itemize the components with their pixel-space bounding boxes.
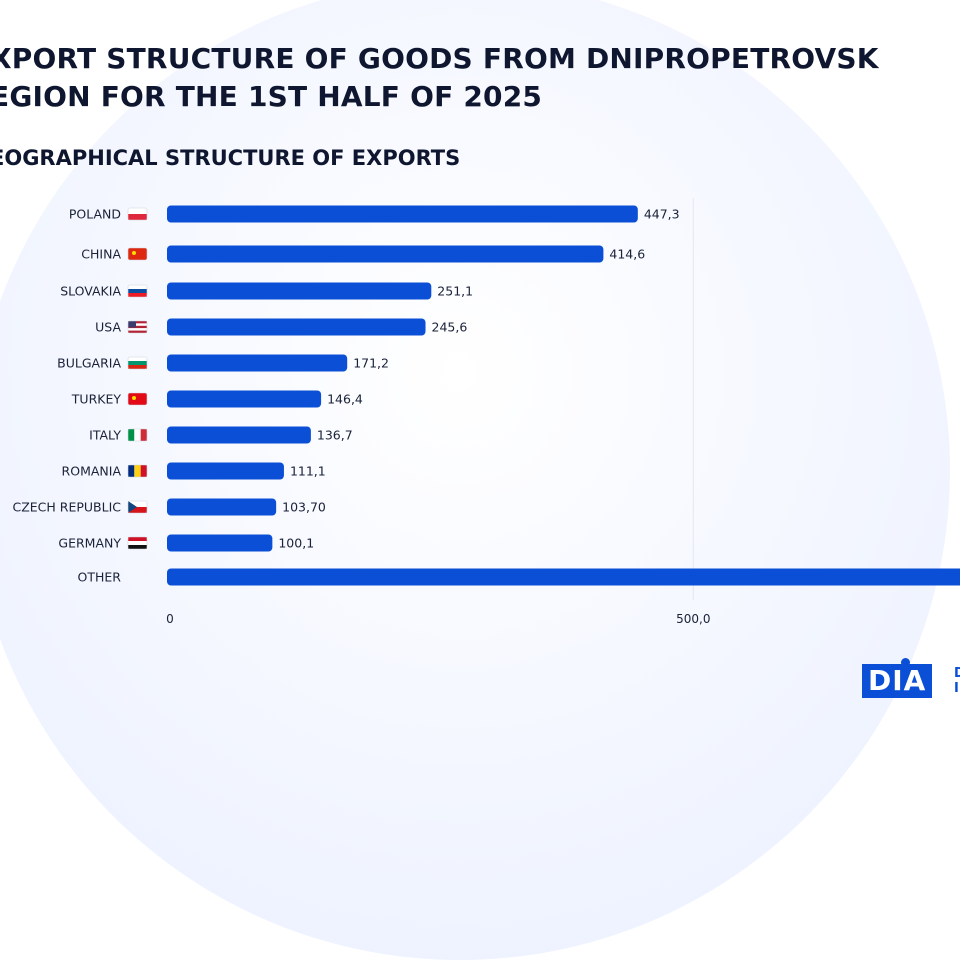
x-tick-label: 0 [166, 612, 174, 626]
flag-italy-icon [127, 428, 148, 442]
flag-slovakia-icon [127, 284, 148, 298]
category-label: USA [95, 320, 121, 335]
bar [167, 282, 432, 300]
category-label: SLOVAKIA [60, 284, 121, 299]
flag-germany-icon [127, 536, 148, 550]
category-label: CZECH REPUBLIC [12, 500, 121, 515]
value-label: 251,1 [437, 284, 473, 299]
value-label: 245,6 [432, 320, 468, 335]
logo-text: DIA [862, 664, 933, 698]
value-label: 103,70 [282, 500, 326, 515]
value-label: 111,1 [290, 464, 326, 479]
bar [167, 245, 604, 263]
value-label: 100,1 [278, 536, 314, 551]
flag-china-icon [127, 247, 148, 261]
bar [167, 205, 638, 223]
bar [167, 426, 311, 444]
category-label: POLAND [69, 207, 121, 222]
logo-side-text: D IN [954, 666, 960, 696]
value-label: 136,7 [317, 428, 353, 443]
flag-turkey-icon [127, 392, 148, 406]
category-label: BULGARIA [57, 356, 121, 371]
value-label: 146,4 [327, 392, 363, 407]
chart-subtitle: EOGRAPHICAL STRUCTURE OF EXPORTS [0, 146, 461, 170]
bar [167, 318, 426, 336]
value-label: 447,3 [644, 207, 680, 222]
category-label: TURKEY [71, 392, 122, 407]
logo-side-line-2: IN [954, 681, 960, 696]
flag-czech-icon [127, 500, 148, 514]
bar [167, 498, 277, 516]
grid-lines [692, 198, 694, 600]
labels: POLAND 447,3 CHINA 414,6 SLOVAKIA 251,1 USA 245… [12, 207, 679, 585]
flag-poland-icon [127, 207, 148, 221]
flag-romania-icon [127, 464, 148, 478]
value-label: 414,6 [609, 247, 645, 262]
flag-bulgaria-icon [127, 356, 148, 370]
x-tick-label: 500,0 [676, 612, 710, 626]
bars [167, 205, 960, 586]
category-label: ROMANIA [62, 464, 122, 479]
logo-side-line-1: D [954, 666, 960, 681]
category-label: ITALY [89, 428, 121, 443]
bar [167, 534, 273, 552]
chart-title: XPORT STRUCTURE OF GOODS FROM DNIPROPETR… [0, 40, 879, 116]
bar [167, 568, 960, 586]
dia-logo: DIA D IN [862, 658, 960, 700]
bar-chart: POLAND 447,3 CHINA 414,6 SLOVAKIA 251,1 USA 245… [12, 198, 960, 626]
category-label: OTHER [78, 570, 122, 585]
flag-usa-icon [127, 320, 148, 334]
bar [167, 390, 322, 408]
category-label: GERMANY [58, 536, 121, 551]
logo-dot [901, 658, 910, 667]
bar [167, 354, 348, 372]
bar [167, 462, 284, 480]
category-label: CHINA [81, 247, 121, 262]
title-line-1: XPORT STRUCTURE OF GOODS FROM DNIPROPETR… [0, 42, 879, 75]
value-label: 171,2 [353, 356, 389, 371]
title-line-2: EGION FOR THE 1ST HALF OF 2025 [0, 80, 543, 113]
